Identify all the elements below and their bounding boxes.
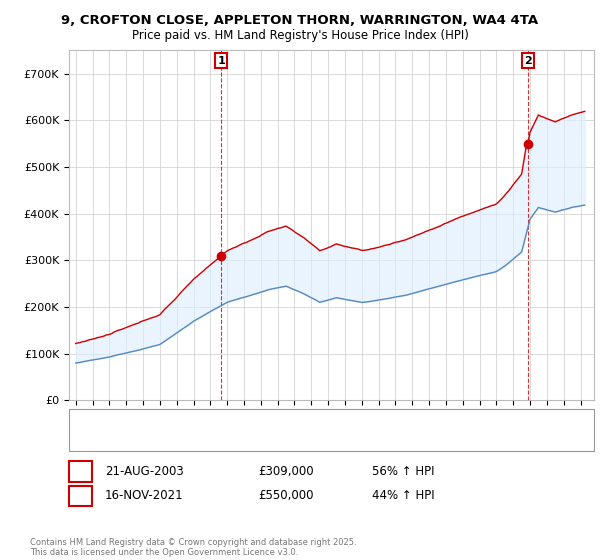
Text: 2: 2: [76, 489, 85, 502]
Text: 21-AUG-2003: 21-AUG-2003: [105, 465, 184, 478]
Text: Contains HM Land Registry data © Crown copyright and database right 2025.
This d: Contains HM Land Registry data © Crown c…: [30, 538, 356, 557]
Text: 1: 1: [76, 465, 85, 478]
Text: 9, CROFTON CLOSE, APPLETON THORN, WARRINGTON, WA4 4TA (detached house): 9, CROFTON CLOSE, APPLETON THORN, WARRIN…: [114, 416, 542, 426]
Text: 1: 1: [217, 55, 225, 66]
Text: £550,000: £550,000: [258, 489, 314, 502]
Text: 2: 2: [524, 55, 532, 66]
Text: 56% ↑ HPI: 56% ↑ HPI: [372, 465, 434, 478]
Text: ——: ——: [81, 433, 109, 447]
Text: 16-NOV-2021: 16-NOV-2021: [105, 489, 184, 502]
Text: ——: ——: [81, 413, 109, 428]
Text: 9, CROFTON CLOSE, APPLETON THORN, WARRINGTON, WA4 4TA: 9, CROFTON CLOSE, APPLETON THORN, WARRIN…: [61, 14, 539, 27]
Text: Price paid vs. HM Land Registry's House Price Index (HPI): Price paid vs. HM Land Registry's House …: [131, 29, 469, 42]
Text: £309,000: £309,000: [258, 465, 314, 478]
Text: HPI: Average price, detached house, Warrington: HPI: Average price, detached house, Warr…: [114, 435, 365, 445]
Text: 44% ↑ HPI: 44% ↑ HPI: [372, 489, 434, 502]
